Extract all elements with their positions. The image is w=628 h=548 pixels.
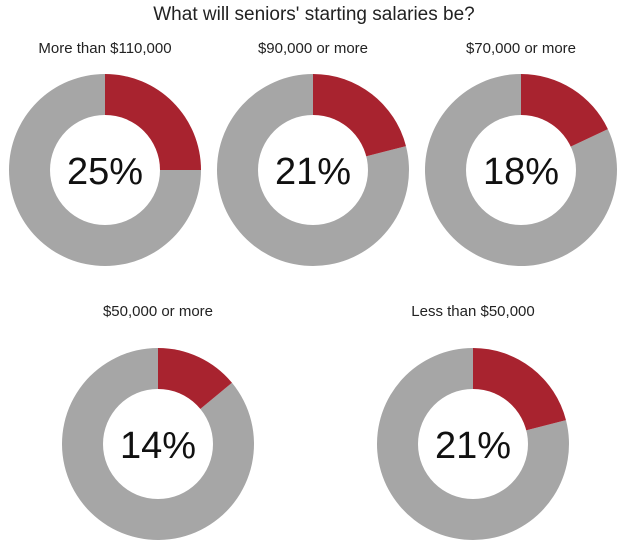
chart-title: What will seniors' starting salaries be? xyxy=(153,4,475,25)
donut-chart: 18% xyxy=(424,74,617,266)
donut-chart: 21% xyxy=(376,348,569,540)
donut-percent-label: 21% xyxy=(435,425,511,467)
donut-hole xyxy=(258,115,368,225)
donut-percent-label: 21% xyxy=(275,151,351,193)
donut-label: $50,000 or more xyxy=(102,303,214,320)
donut-label: More than $110,000 xyxy=(38,40,172,57)
donut-hole xyxy=(50,115,160,225)
donut-percent-label: 18% xyxy=(483,151,559,193)
donut-percent-label: 25% xyxy=(67,151,143,193)
donut-label: $90,000 or more xyxy=(257,40,369,57)
donut-chart: 21% xyxy=(216,74,409,266)
donut-hole xyxy=(103,389,213,499)
donut-hole xyxy=(466,115,576,225)
donut-chart: 14% xyxy=(61,348,254,540)
donut-hole xyxy=(418,389,528,499)
donut-percent-label: 14% xyxy=(120,425,196,467)
donut-label: Less than $50,000 xyxy=(411,303,535,320)
donut-chart: 25% xyxy=(9,74,202,266)
donut-label: $70,000 or more xyxy=(465,40,577,57)
